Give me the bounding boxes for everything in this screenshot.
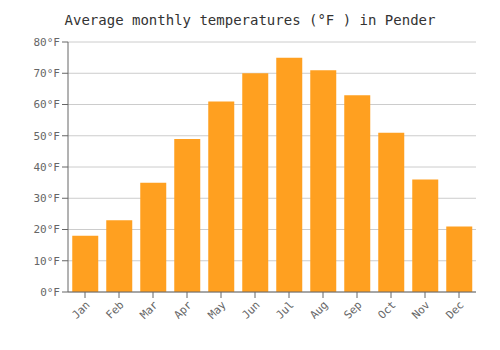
- svg-text:Sep: Sep: [341, 298, 364, 321]
- svg-text:Aug: Aug: [307, 298, 330, 321]
- html-text:Average monthly temperatures (: Average monthly temperatures (°F ) in Pe…: [64, 12, 436, 28]
- svg-text:Jan: Jan: [69, 298, 92, 321]
- svg-text:10°F: 10°F: [34, 255, 61, 268]
- svg-text:80°F: 80°F: [34, 36, 61, 49]
- svg-text:Mar: Mar: [137, 298, 161, 322]
- svg-text:30°F: 30°F: [34, 192, 61, 205]
- svg-text:Jun: Jun: [239, 298, 262, 321]
- svg-text:60°F: 60°F: [34, 98, 61, 111]
- svg-text:Apr: Apr: [171, 298, 195, 322]
- svg-text:Jul: Jul: [273, 298, 296, 321]
- svg-text:70°F: 70°F: [34, 67, 61, 80]
- svg-text:50°F: 50°F: [34, 130, 61, 143]
- svg-text:Dec: Dec: [443, 298, 466, 321]
- svg-text:40°F: 40°F: [34, 161, 61, 174]
- svg-text:Feb: Feb: [103, 298, 126, 321]
- svg-text:20°F: 20°F: [34, 223, 61, 236]
- svg-text:0°F: 0°F: [40, 286, 60, 299]
- svg-text:Oct: Oct: [375, 298, 398, 321]
- svg-text:Nov: Nov: [409, 298, 433, 322]
- svg-text:May: May: [205, 298, 229, 322]
